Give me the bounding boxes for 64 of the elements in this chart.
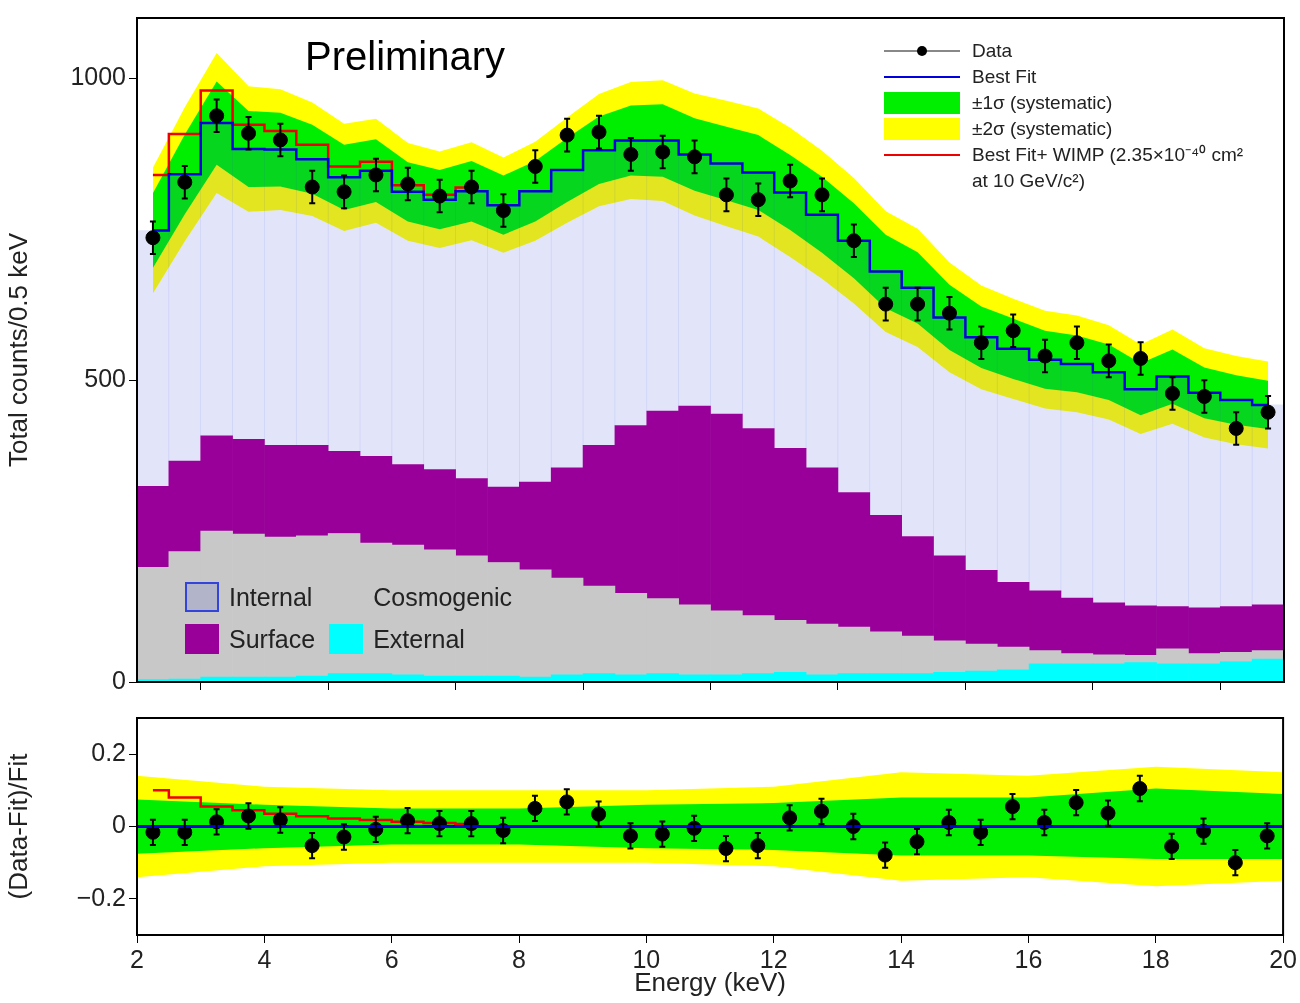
y-tick-label: 0 <box>112 665 126 694</box>
x-tick-label: 18 <box>1141 944 1170 973</box>
bar <box>423 199 456 470</box>
x-tick-label: 6 <box>384 944 399 973</box>
bar <box>869 271 902 516</box>
bar <box>295 158 329 446</box>
bar <box>1219 399 1253 607</box>
bar <box>646 140 679 412</box>
bar <box>1092 372 1126 604</box>
bar <box>1060 363 1094 599</box>
bar <box>327 177 361 452</box>
x-tick-label: 10 <box>632 944 661 973</box>
legend-label: Best Fit <box>972 65 1037 89</box>
x-tick-label: 8 <box>512 944 526 973</box>
bar <box>264 149 297 446</box>
legend-label: ±1σ (systematic) <box>972 91 1113 115</box>
bar <box>455 190 488 479</box>
bar <box>200 122 233 437</box>
legend-label: Surface <box>229 624 316 654</box>
x-tick-label: 12 <box>759 944 788 973</box>
bar <box>1028 359 1062 592</box>
y-axis-title: Total counts/0.5 keV <box>2 232 33 468</box>
x-tick-label: 20 <box>1269 944 1297 973</box>
bar <box>901 287 934 537</box>
bar <box>1188 392 1221 609</box>
legend-label: Data <box>972 39 1013 63</box>
x-tick-label: 14 <box>887 944 916 973</box>
series-label: Cosmogenic <box>373 582 513 612</box>
bar <box>965 336 998 571</box>
bar <box>232 148 265 440</box>
x-tick-label: 16 <box>1014 944 1043 973</box>
bar <box>837 240 871 493</box>
bar <box>137 230 170 487</box>
bar <box>933 317 966 557</box>
bar <box>678 154 711 407</box>
bar <box>487 204 520 488</box>
x-tick-label: 2 <box>130 944 144 973</box>
bar <box>1251 404 1284 606</box>
x-tick-label: 4 <box>257 944 272 973</box>
y-tick-label: 1000 <box>70 62 126 91</box>
bar <box>1124 388 1157 607</box>
bar <box>582 149 616 446</box>
y-tick-label: 0.2 <box>91 738 126 767</box>
bar <box>805 214 839 469</box>
annotation: Preliminary <box>305 34 506 79</box>
bar <box>168 174 202 462</box>
bar <box>996 348 1030 583</box>
y-tick-label: 500 <box>84 364 126 393</box>
bar <box>773 192 807 449</box>
bar <box>550 169 584 469</box>
bar <box>614 140 648 426</box>
y-axis-title: (Data-Fit)/Fit <box>2 752 33 900</box>
bar <box>391 191 425 466</box>
bar <box>359 170 393 457</box>
legend-label: External <box>373 624 465 654</box>
bar <box>710 163 743 415</box>
bar <box>1156 376 1189 607</box>
bar <box>742 172 775 429</box>
legend-label: ±2σ (systematic) <box>972 117 1113 141</box>
legend-label: Internal <box>229 582 313 612</box>
legend-label: Best Fit+ WIMP (2.35×10⁻⁴⁰ cm² at 10 GeV/c²) <box>972 143 1245 193</box>
y-tick-label: −0.2 <box>76 882 126 911</box>
bar <box>519 190 552 483</box>
y-tick-label: 0 <box>112 810 126 839</box>
